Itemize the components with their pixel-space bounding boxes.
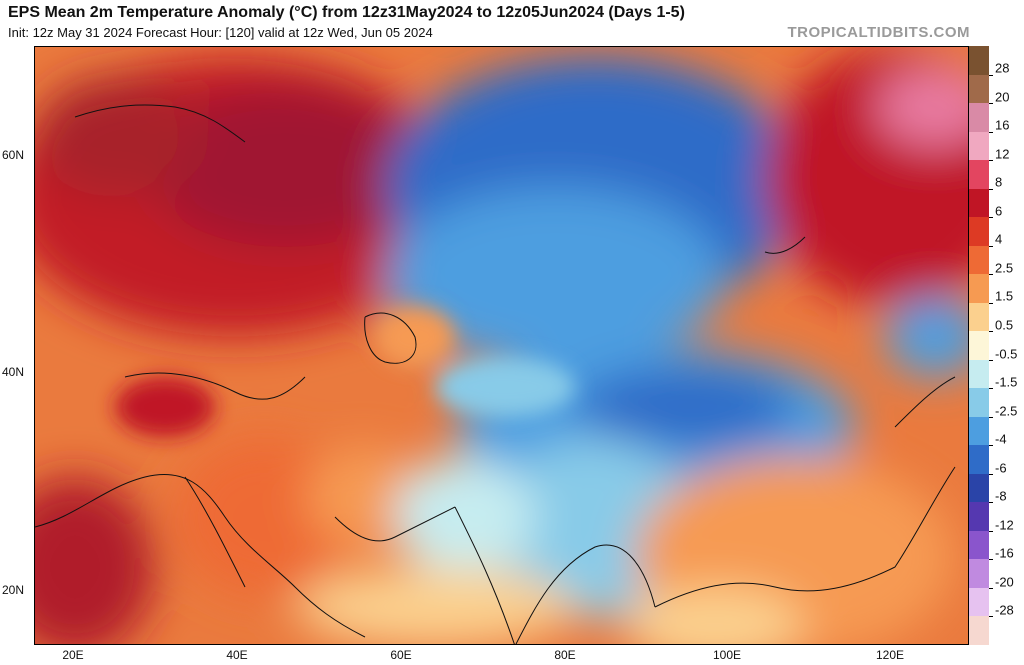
colorbar-tick: [989, 388, 993, 390]
colorbar-segment: [969, 616, 989, 646]
colorbar-segment: [969, 131, 989, 161]
colorbar-tick: [989, 103, 993, 105]
lon-label-100e: 100E: [712, 648, 742, 662]
colorbar-label: -4: [995, 431, 1007, 447]
colorbar-tick: [989, 217, 993, 219]
colorbar-label: 4: [995, 231, 1003, 247]
colorbar-label: -12: [995, 517, 1014, 533]
colorbar-label: -2.5: [995, 403, 1018, 419]
colorbar-segment: [969, 46, 989, 76]
colorbar-tick: [989, 274, 993, 276]
colorbar-tick: [989, 331, 993, 333]
colorbar-segment: [969, 359, 989, 389]
colorbar-segment: [969, 103, 989, 133]
lon-label-20e: 20E: [62, 648, 84, 662]
colorbar-segment: [969, 331, 989, 361]
colorbar-tick: [989, 245, 993, 247]
chart-subtitle: Init: 12z May 31 2024 Forecast Hour: [12…: [8, 25, 433, 40]
colorbar-segment: [969, 416, 989, 446]
colorbar-segment: [969, 388, 989, 418]
colorbar-segment: [969, 559, 989, 589]
colorbar-segment: [969, 473, 989, 503]
lat-label-60n: 60N: [2, 148, 25, 162]
colorbar-tick: [989, 302, 993, 304]
colorbar-tick: [989, 502, 993, 504]
colorbar-label: -8: [995, 488, 1007, 504]
lon-label-60e: 60E: [390, 648, 412, 662]
colorbar-segment: [969, 74, 989, 104]
colorbar-label: -6: [995, 460, 1007, 476]
colorbar-label: 12: [995, 146, 1010, 162]
colorbar-tick: [989, 587, 993, 589]
colorbar-label: -16: [995, 545, 1014, 561]
colorbar-tick: [989, 188, 993, 190]
colorbar-label: 28: [995, 60, 1010, 76]
colorbar-segment: [969, 245, 989, 275]
colorbar-segment: [969, 160, 989, 190]
colorbar-label: 16: [995, 117, 1010, 133]
lat-label-40n: 40N: [2, 365, 25, 379]
chart-title: EPS Mean 2m Temperature Anomaly (°C) fro…: [8, 4, 685, 21]
colorbar-label: 2.5: [995, 260, 1014, 276]
colorbar-segment: [969, 445, 989, 475]
lat-label-20n: 20N: [2, 583, 25, 597]
colorbar-segment: [969, 530, 989, 560]
colorbar-tick: [989, 416, 993, 418]
colorbar-label: 20: [995, 89, 1010, 105]
colorbar-tick: [989, 559, 993, 561]
colorbar-label: -0.5: [995, 346, 1018, 361]
site-watermark[interactable]: TROPICALTIDBITS.COM: [787, 24, 970, 41]
colorbar-tick: [989, 131, 993, 133]
lon-label-80e: 80E: [554, 648, 576, 662]
coastlines: [35, 104, 956, 644]
colorbar-segment: [969, 502, 989, 532]
lon-label-40e: 40E: [226, 648, 248, 662]
colorbar-label: 1.5: [995, 288, 1014, 304]
colorbar-label: -28: [995, 602, 1014, 618]
colorbar-tick: [989, 445, 993, 447]
map-canvas: [35, 47, 968, 644]
colorbar-segment: [969, 302, 989, 332]
lon-label-120e: 120E: [875, 648, 905, 662]
anomaly-blobs: [35, 47, 968, 644]
colorbar-segment: [969, 587, 989, 617]
colorbar-label: 0.5: [995, 317, 1014, 333]
colorbar-tick: [989, 359, 993, 361]
colorbar-segment: [969, 188, 989, 218]
anomaly-map: [34, 46, 969, 645]
colorbar-label: -20: [995, 574, 1014, 590]
header: EPS Mean 2m Temperature Anomaly (°C) fro…: [0, 0, 1024, 46]
colorbar-label: 8: [995, 174, 1003, 190]
colorbar-label: -1.5: [995, 374, 1018, 390]
colorbar-tick: [989, 530, 993, 532]
colorbar-segment: [969, 274, 989, 304]
colorbar-tick: [989, 473, 993, 475]
colorbar-segment: [969, 217, 989, 247]
colorbar-tick: [989, 616, 993, 618]
colorbar-label: 6: [995, 203, 1003, 219]
colorbar: 28 20 16 12 8 6 4 2.5 1.5 0.5 -0.5 -1.5 -2.5 -4 -6 -8 -1…: [969, 46, 1021, 646]
colorbar-tick: [989, 160, 993, 162]
colorbar-tick: [989, 74, 993, 76]
